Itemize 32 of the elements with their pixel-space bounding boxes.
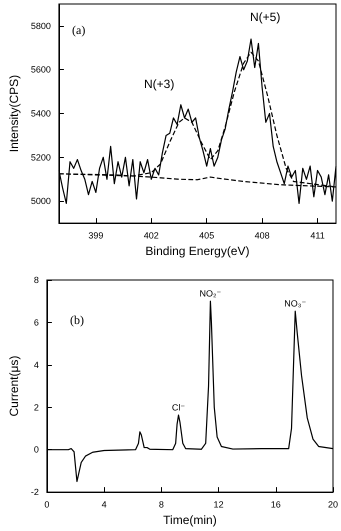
x-axis-title: Binding Energy(eV) (145, 244, 250, 258)
y-tick-label: 6 (34, 317, 39, 328)
annotation: Cl⁻ (172, 402, 186, 413)
y-tick-label: 2 (34, 402, 39, 412)
annotation: NO₃⁻ (284, 298, 306, 309)
annotation: N(+3) (144, 77, 174, 91)
y-tick-label: 5000 (30, 196, 51, 206)
x-tick-label: 408 (254, 230, 270, 241)
annotation: N(+5) (250, 10, 280, 24)
x-tick-label: 399 (88, 230, 104, 241)
y-tick-label: 4 (34, 360, 39, 370)
annotation: NO₂⁻ (200, 288, 222, 299)
annotation: (a) (72, 23, 86, 37)
y-tick-label: 5400 (30, 108, 51, 119)
y-axis-title: Intensity(CPS) (7, 74, 21, 152)
y-axis-title: Current(μs) (7, 356, 21, 417)
y-tick-label: 0 (34, 444, 39, 455)
x-axis-title: Time(min) (163, 513, 217, 527)
x-tick-label: 8 (158, 500, 164, 510)
x-tick-label: 405 (199, 230, 214, 241)
y-tick-label: 5200 (30, 152, 51, 162)
annotation: (b) (70, 313, 84, 327)
y-tick-label: 8 (34, 275, 39, 285)
x-tick-label: 4 (102, 500, 107, 510)
y-tick-label: 5800 (30, 20, 51, 31)
x-tick-label: 411 (310, 230, 325, 241)
x-tick-label: 16 (270, 500, 281, 510)
x-tick-label: 20 (328, 500, 338, 510)
x-tick-label: 402 (144, 230, 159, 241)
x-tick-label: 12 (214, 500, 224, 510)
y-tick-label: -2 (30, 487, 39, 498)
y-tick-label: 5600 (30, 64, 51, 75)
